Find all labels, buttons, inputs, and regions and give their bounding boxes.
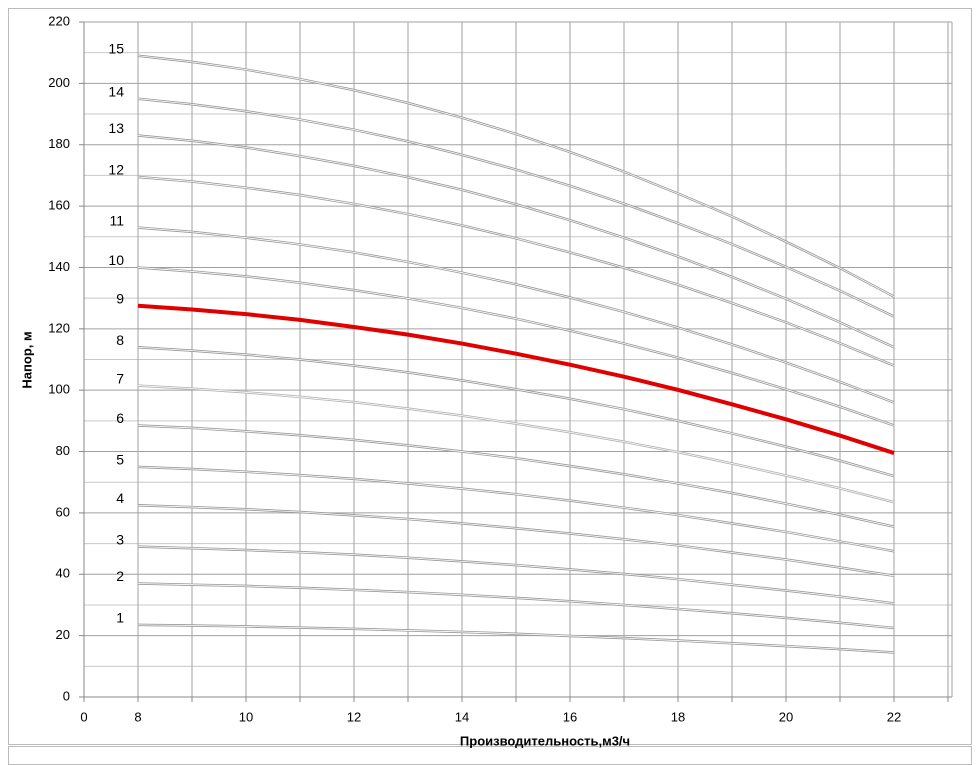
curve-highlight [137, 385, 895, 503]
curve-label: 1 [116, 610, 124, 626]
y-tick-label: 20 [56, 627, 70, 642]
x-tick-label: 10 [239, 709, 253, 724]
curve-label: 15 [108, 40, 124, 56]
y-tick-label: 180 [48, 136, 70, 151]
curve-highlight [137, 55, 895, 297]
y-tick-label: 160 [48, 198, 70, 213]
y-tick-label: 80 [56, 443, 70, 458]
chart-frame [8, 8, 972, 745]
x-tick-label: 22 [887, 709, 901, 724]
x-tick-label: 16 [563, 709, 577, 724]
curve-highlight [137, 227, 895, 403]
curve-label: 2 [116, 568, 124, 584]
x-tick-label: 14 [455, 709, 469, 724]
curve-highlight [137, 466, 895, 552]
curve-highlight [137, 267, 895, 426]
x-tick-label: 0 [80, 709, 87, 724]
y-tick-label: 0 [63, 688, 70, 703]
y-tick-label: 40 [56, 566, 70, 581]
curve-label: 7 [116, 370, 124, 386]
y-tick-label: 120 [48, 320, 70, 335]
curve-highlight [137, 98, 895, 317]
curve-highlight [137, 135, 895, 348]
curve-label: 14 [108, 83, 124, 99]
curve-highlight [137, 425, 895, 528]
curve-highlight [137, 346, 895, 477]
curve [137, 303, 895, 455]
curve-label: 8 [116, 332, 124, 348]
y-axis-title: Напор, м [19, 331, 34, 388]
x-tick-label: 20 [779, 709, 793, 724]
curve-highlight [137, 546, 895, 604]
x-tick-label: 18 [671, 709, 685, 724]
grid [79, 21, 953, 702]
curve-label: 11 [109, 212, 124, 228]
x-tick-label: 12 [347, 709, 361, 724]
x-axis-title: Производительность,м3/ч [460, 733, 630, 748]
y-tick-label: 100 [48, 382, 70, 397]
curves [137, 54, 895, 654]
curve-highlight [137, 624, 895, 653]
y-tick-label: 200 [48, 75, 70, 90]
curve-label: 3 [116, 531, 124, 547]
curve-highlight [137, 583, 895, 629]
curve-label: 6 [116, 410, 124, 426]
curve-label: 13 [108, 120, 124, 136]
curve-label: 4 [116, 490, 124, 506]
curve-label: 10 [108, 252, 124, 268]
curve-label: 9 [116, 291, 124, 307]
lower-frame [8, 746, 972, 765]
y-tick-label: 220 [48, 13, 70, 28]
y-tick-label: 60 [56, 504, 70, 519]
x-tick-label: 8 [134, 709, 141, 724]
curve-highlight [137, 176, 895, 367]
y-tick-label: 140 [48, 259, 70, 274]
curve-label: 5 [116, 452, 124, 468]
curve-label: 12 [108, 162, 124, 178]
curve-highlight [137, 504, 895, 577]
